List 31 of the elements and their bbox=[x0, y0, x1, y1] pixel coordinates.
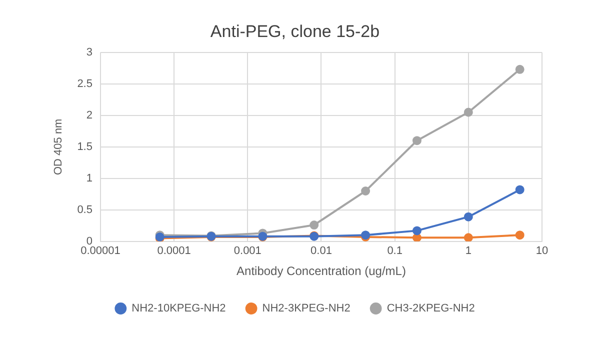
y-tick-label: 3 bbox=[86, 46, 92, 58]
x-tick-label: 0.01 bbox=[310, 245, 332, 258]
point bbox=[515, 64, 524, 74]
y-tick-label: 0 bbox=[86, 235, 92, 248]
point bbox=[412, 136, 422, 146]
point bbox=[515, 185, 524, 194]
point bbox=[515, 230, 524, 240]
legend-label: NH2-3KPEG-NH2 bbox=[262, 302, 350, 315]
legend-label: CH3-2KPEG-NH2 bbox=[386, 302, 475, 315]
point bbox=[361, 186, 370, 196]
x-axis-title: Antibody Concentration (ug/mL) bbox=[236, 264, 406, 278]
y-tick-label: 2.5 bbox=[77, 78, 92, 90]
x-tick-label: 0.1 bbox=[387, 245, 402, 258]
x-tick-label: 0.00001 bbox=[80, 245, 120, 258]
y-tick-label: 2 bbox=[86, 109, 92, 122]
point bbox=[464, 212, 473, 222]
point bbox=[412, 226, 422, 236]
y-tick-label: 1.5 bbox=[77, 140, 92, 153]
y-axis-title: OD 405 nm bbox=[52, 118, 65, 176]
x-tick-label: 1 bbox=[465, 245, 472, 258]
x-tick-label: 10 bbox=[536, 245, 548, 258]
x-tick-label: 0.001 bbox=[234, 245, 262, 258]
chart-title: Anti-PEG, clone 15-2b bbox=[210, 22, 380, 41]
x-tick-label: 0.0001 bbox=[157, 245, 191, 258]
y-tick-label: 0.5 bbox=[77, 204, 92, 216]
point bbox=[464, 108, 473, 117]
point bbox=[310, 220, 319, 230]
point bbox=[412, 233, 422, 242]
legend-label: NH2-10KPEG-NH2 bbox=[132, 302, 226, 315]
point bbox=[464, 233, 473, 242]
y-tick-label: 1 bbox=[86, 172, 92, 184]
